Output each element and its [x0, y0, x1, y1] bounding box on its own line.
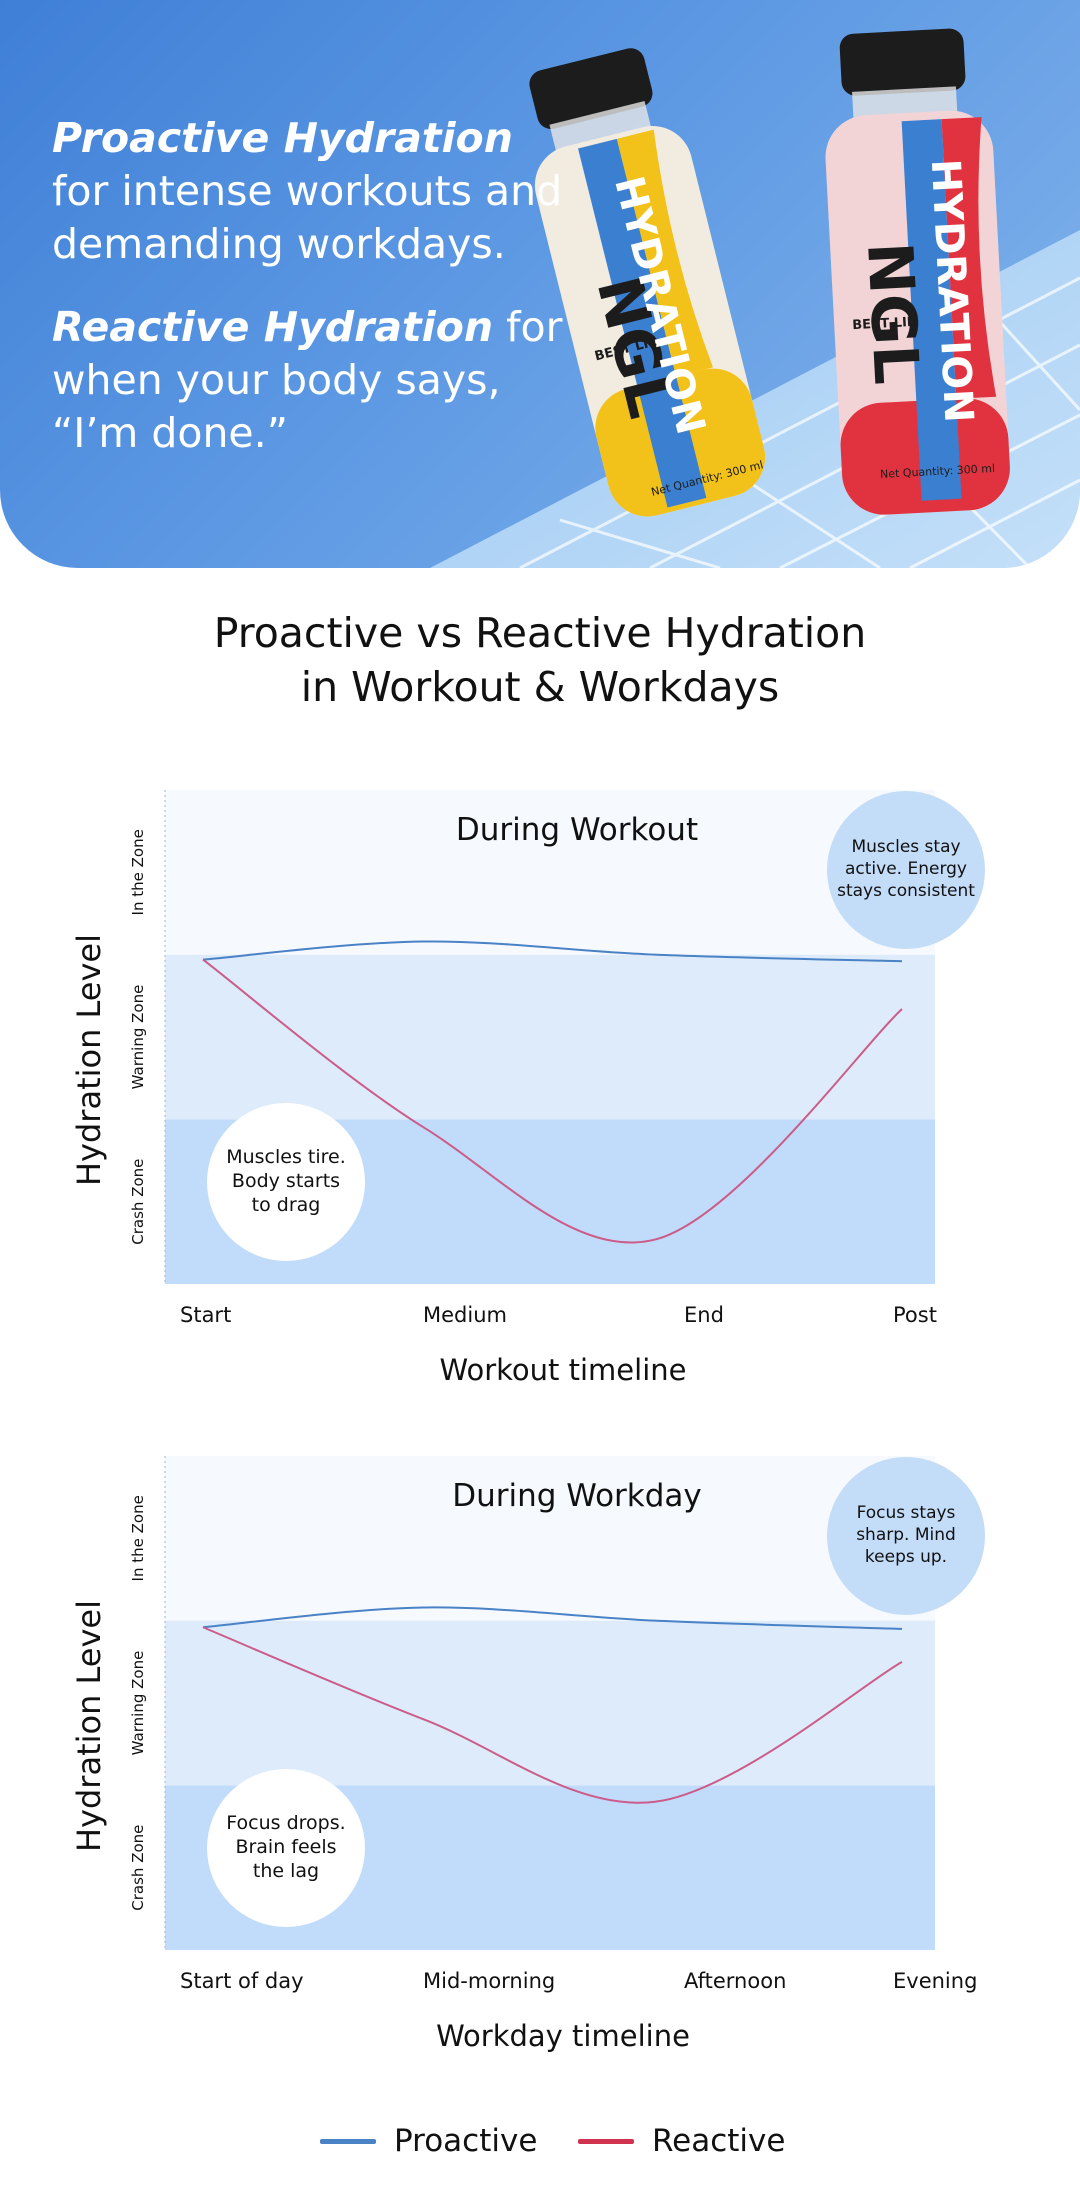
x-tick-label: Afternoon — [684, 1969, 786, 1993]
x-axis-label: Workday timeline — [436, 2019, 690, 2053]
page-title: Proactive vs Reactive Hydration in Worko… — [0, 606, 1080, 714]
y-axis-label: Hydration Level — [70, 1600, 108, 1852]
chart-workout: Crash Zone Warning Zone In the Zone During … — [70, 790, 985, 1387]
zone-label: Crash Zone — [129, 1825, 147, 1911]
reactive-note-line: Body starts — [232, 1170, 340, 1192]
series-line-proactive — [202, 1606, 903, 1630]
legend-swatch-proactive — [320, 2138, 376, 2144]
legend-item-reactive: Reactive — [578, 2116, 785, 2166]
legend-label-proactive: Proactive — [394, 2123, 538, 2159]
hero-headline: Proactive Hydration for intense workouts… — [52, 112, 572, 490]
proactive-note-line: active. Energy — [845, 859, 967, 879]
reactive-note-line: the lag — [253, 1860, 319, 1882]
hero-product-photo: NGL HYDRATION BEST LIE Net Quantity: 300… — [430, 28, 1080, 568]
bottle-yellow: NGL HYDRATION BEST LIE Net Quantity: 300… — [529, 48, 766, 517]
zone-band-warning-zone — [165, 1620, 935, 1786]
hero-line-proactive: Proactive Hydration for intense workouts… — [52, 112, 572, 271]
legend-label-reactive: Reactive — [652, 2123, 786, 2159]
x-tick-label: Post — [893, 1303, 937, 1327]
bottle-brand: NGL — [853, 240, 933, 386]
series-line-reactive — [202, 1626, 903, 1804]
chart-title: During Workout — [456, 812, 698, 848]
legend-swatch-reactive — [578, 2138, 634, 2144]
page-title-line2: in Workout & Workdays — [300, 663, 780, 711]
chart-title: During Workday — [452, 1478, 702, 1514]
x-tick-label: Evening — [893, 1969, 977, 1993]
x-axis-label: Workout timeline — [440, 1353, 687, 1387]
hero-proactive-bold: Proactive Hydration — [52, 114, 513, 162]
zone-band-warning-zone — [165, 954, 935, 1120]
hero-reactive-rest: for when your body says, “I’m done.” — [52, 303, 563, 457]
proactive-note-circle — [827, 791, 985, 949]
bottle-cap — [839, 28, 966, 96]
chart-legend: Proactive Reactive — [0, 2116, 1080, 2166]
legend-item-proactive: Proactive — [320, 2116, 537, 2166]
proactive-note-line: sharp. Mind — [856, 1525, 956, 1545]
x-tick-label: Start of day — [180, 1969, 304, 1993]
page-title-line1: Proactive vs Reactive Hydration — [213, 609, 867, 657]
bottle-red: NGL HYDRATION BEST LIE Net Quantity: 300… — [825, 28, 1010, 515]
reactive-note-line: to drag — [252, 1194, 321, 1216]
reactive-note-line: Focus drops. — [226, 1812, 345, 1834]
hero-line-reactive: Reactive Hydration for when your body sa… — [52, 301, 572, 460]
x-tick-label: Start — [180, 1303, 231, 1327]
proactive-note-line: stays consistent — [837, 881, 975, 901]
proactive-note-line: Muscles stay — [851, 837, 960, 857]
zone-band-in-the-zone — [165, 1456, 935, 1621]
proactive-note-line: Focus stays — [857, 1503, 956, 1523]
zone-label: In the Zone — [129, 1495, 147, 1581]
bottle-net: Net Quantity: 300 ml — [880, 462, 996, 481]
series-line-proactive — [202, 940, 903, 963]
series-line-reactive — [202, 958, 903, 1244]
chart-workday: Crash Zone Warning Zone In the Zone During … — [70, 1456, 985, 2053]
zone-label: Crash Zone — [129, 1159, 147, 1245]
y-axis-label: Hydration Level — [70, 934, 108, 1186]
proactive-note-line: keeps up. — [865, 1547, 947, 1567]
zone-label: In the Zone — [129, 829, 147, 915]
reactive-note-line: Brain feels — [235, 1836, 336, 1858]
x-tick-label: Medium — [423, 1303, 507, 1327]
zone-label: Warning Zone — [129, 1651, 147, 1756]
zone-label: Warning Zone — [129, 985, 147, 1090]
reactive-note-line: Muscles tire. — [226, 1146, 346, 1168]
hero-banner: NGL HYDRATION BEST LIE Net Quantity: 300… — [0, 0, 1080, 568]
zone-band-in-the-zone — [165, 790, 935, 955]
reactive-note-circle — [207, 1769, 365, 1927]
bottle-tag: BEST LIE — [852, 315, 916, 333]
x-tick-label: Mid-morning — [423, 1969, 555, 1993]
x-tick-label: End — [684, 1303, 724, 1327]
hero-proactive-rest: for intense workouts and demanding workd… — [52, 167, 563, 268]
hero-reactive-bold: Reactive Hydration — [52, 303, 494, 351]
reactive-note-circle — [207, 1103, 365, 1261]
proactive-note-circle — [827, 1457, 985, 1615]
